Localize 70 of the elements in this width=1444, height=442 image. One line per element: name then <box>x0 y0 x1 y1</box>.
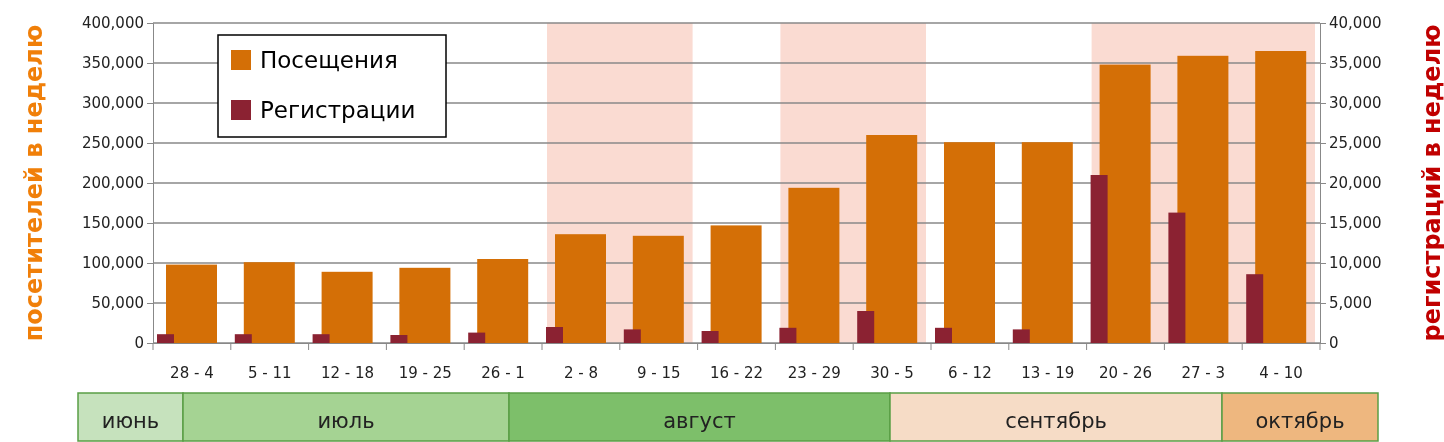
x-tick-label: 16 - 22 <box>709 363 764 382</box>
bar <box>944 142 995 343</box>
x-tick-label: 28 - 4 <box>170 363 214 382</box>
x-tick-label: 19 - 25 <box>398 363 452 382</box>
text: август <box>663 409 736 433</box>
y2-tick-label: 15,000 <box>1329 214 1382 233</box>
bar <box>399 267 451 343</box>
bar <box>166 264 217 343</box>
bar <box>1021 142 1073 343</box>
bar <box>779 327 797 343</box>
x-tick-label: 13 - 19 <box>1021 363 1075 382</box>
y-tick-label: 300,000 <box>81 94 144 113</box>
x-tick-label: 6 - 12 <box>948 363 992 382</box>
y2-tick-label: 40,000 <box>1329 14 1382 33</box>
bar <box>312 334 330 343</box>
bar <box>632 235 684 343</box>
x-tick-label: 30 - 5 <box>870 363 914 382</box>
bar <box>1090 175 1108 343</box>
bar <box>857 311 875 343</box>
y2-tick-label: 20,000 <box>1329 174 1382 193</box>
bar <box>866 135 918 343</box>
bar <box>935 327 952 343</box>
y-tick-label: 50,000 <box>91 294 144 313</box>
text: июль <box>317 409 375 433</box>
bar <box>157 334 174 343</box>
y2-tick-label: 5,000 <box>1329 294 1372 313</box>
x-tick-label: 4 - 10 <box>1259 363 1303 382</box>
bar <box>788 187 840 343</box>
y2-tick-label: 25,000 <box>1329 134 1382 153</box>
x-tick-label: 12 - 18 <box>320 363 375 382</box>
y-tick-label: 250,000 <box>81 134 144 153</box>
bar <box>234 334 252 343</box>
bar <box>546 327 563 343</box>
y-tick-label: 100,000 <box>81 254 144 273</box>
y-tick-label: 150,000 <box>81 214 144 233</box>
bar <box>1012 329 1030 343</box>
bar <box>1168 212 1186 343</box>
bar <box>321 271 373 343</box>
y2-tick-label: 30,000 <box>1329 94 1382 113</box>
x-tick-label: 2 - 8 <box>563 363 598 382</box>
y2-tick-label: 10,000 <box>1329 254 1382 273</box>
x-tick-label: 26 - 1 <box>481 363 525 382</box>
bar <box>468 332 486 343</box>
text: сентябрь <box>1005 409 1107 433</box>
x-tick-label: 27 - 3 <box>1181 363 1226 382</box>
bar <box>243 262 295 343</box>
bar <box>477 259 529 343</box>
text: октябрь <box>1255 409 1345 433</box>
x-tick-label: 20 - 26 <box>1098 363 1153 382</box>
bar <box>710 225 762 343</box>
x-tick-label: 5 - 11 <box>247 363 292 382</box>
bar <box>390 335 408 343</box>
y2-tick-label: 0 <box>1329 334 1339 353</box>
text: июнь <box>101 409 160 433</box>
bar <box>1177 55 1229 343</box>
x-tick-label: 9 - 15 <box>636 363 681 382</box>
bar <box>623 329 641 343</box>
bar <box>555 234 606 343</box>
y-tick-label: 0 <box>134 334 144 353</box>
y-axis-title: посетителей в неделю <box>20 24 48 342</box>
y-tick-label: 350,000 <box>81 54 144 73</box>
y2-tick-label: 35,000 <box>1329 54 1382 73</box>
bar <box>1246 274 1264 343</box>
y-tick-label: 400,000 <box>81 14 144 33</box>
y-tick-label: 200,000 <box>81 174 144 193</box>
x-tick-label: 23 - 29 <box>787 363 841 382</box>
bar <box>701 331 719 343</box>
bar <box>1255 51 1307 343</box>
legend-label: Регистрации <box>260 97 416 123</box>
legend-label: Посещения <box>260 47 398 73</box>
